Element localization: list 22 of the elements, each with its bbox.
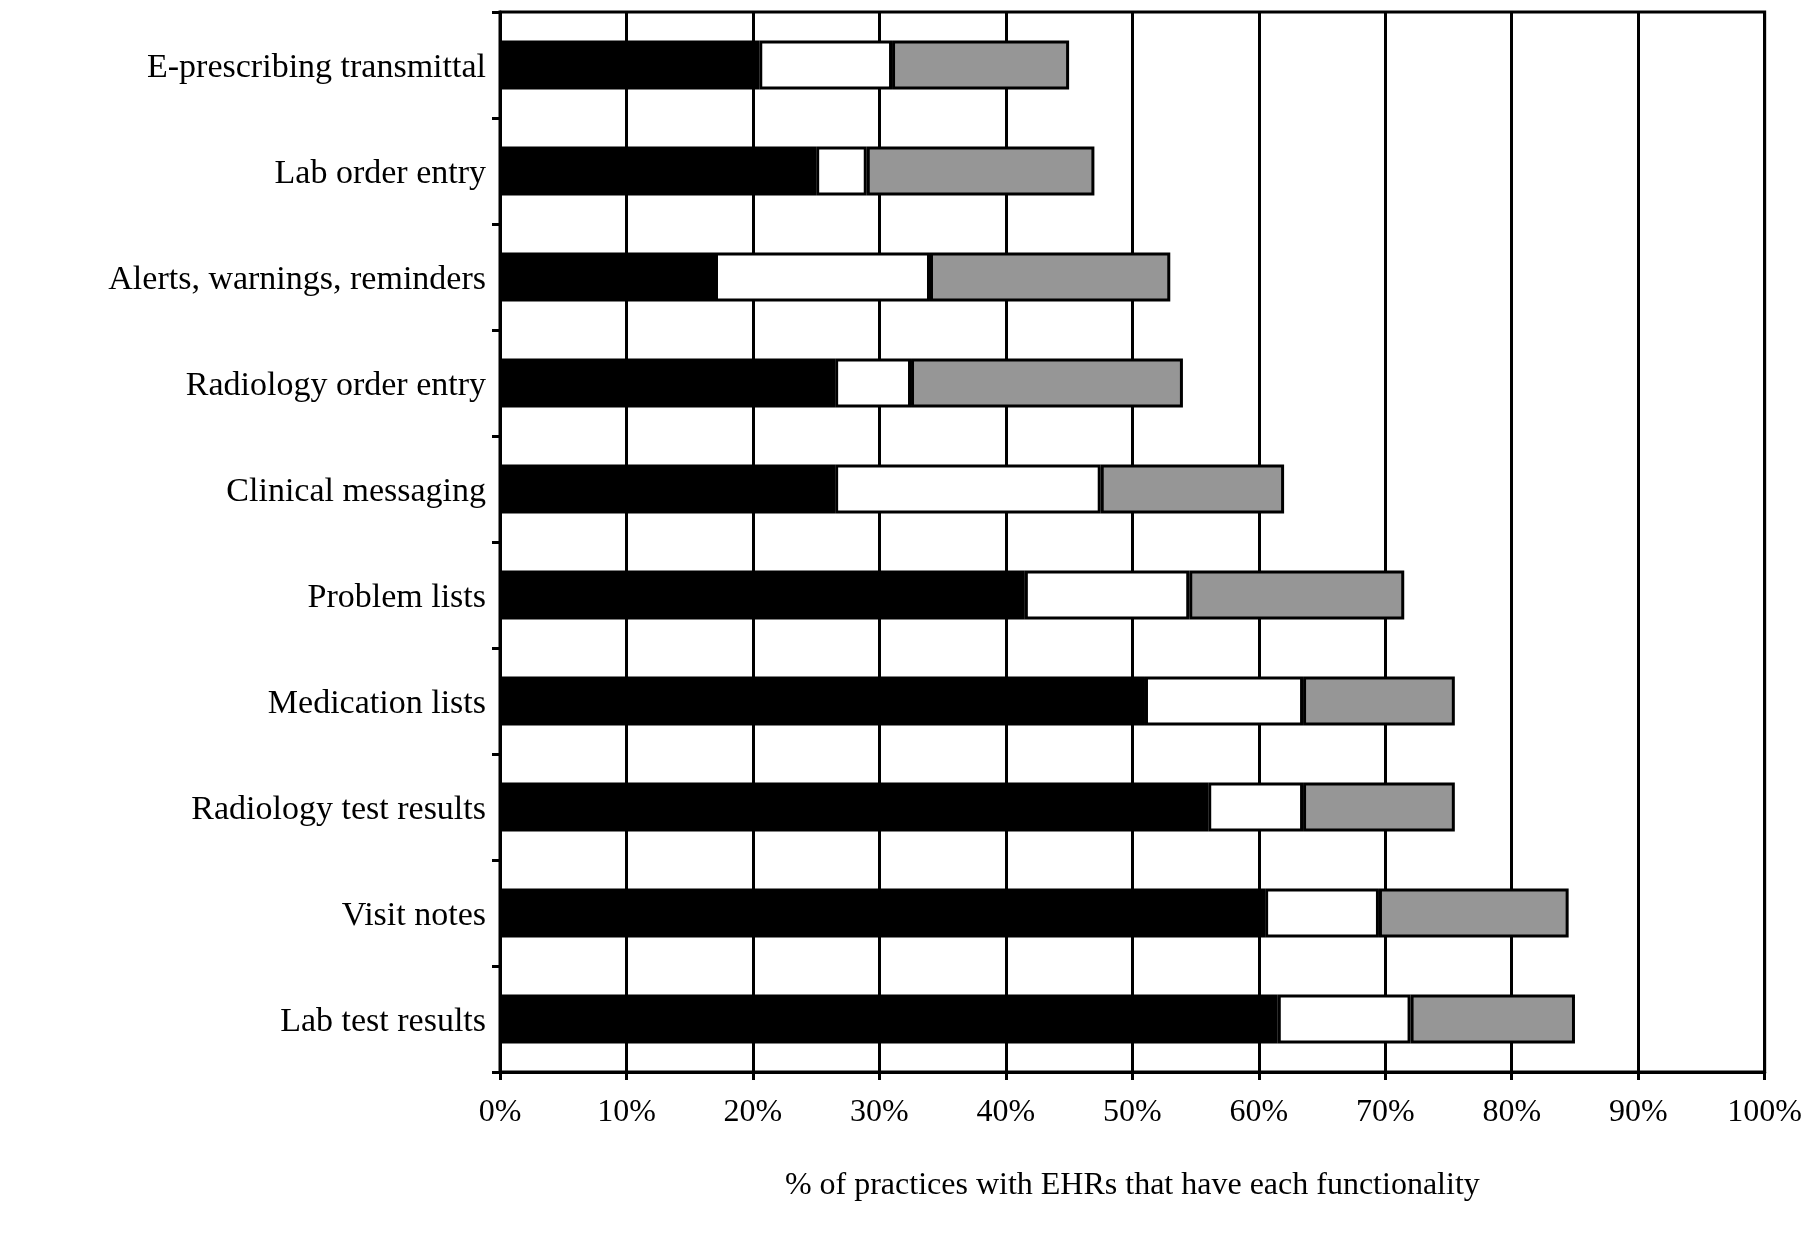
y-tick-label: Clinical messaging xyxy=(226,470,486,508)
x-tick-label: 80% xyxy=(1482,1092,1542,1128)
y-tick-label: Lab test results xyxy=(280,1000,486,1038)
x-tick-label: 50% xyxy=(1103,1092,1162,1128)
x-tick-label: 20% xyxy=(723,1092,783,1128)
y-tick-label: Medication lists xyxy=(267,682,486,720)
x-tick-label: 100% xyxy=(1727,1092,1802,1128)
x-tick-label: 70% xyxy=(1355,1092,1415,1128)
y-tick-label: E-prescribing transmittal xyxy=(147,46,486,84)
x-tick-label: 30% xyxy=(850,1092,909,1128)
y-tick-label: Alerts, warnings, reminders xyxy=(108,258,486,296)
y-tick-label: Lab order entry xyxy=(274,152,486,190)
y-tick-label: Radiology order entry xyxy=(185,364,486,402)
x-tick-label: 40% xyxy=(976,1092,1036,1128)
x-tick-label: 10% xyxy=(597,1092,656,1128)
x-tick-label: 60% xyxy=(1229,1092,1289,1128)
y-tick-label: Problem lists xyxy=(307,576,486,614)
y-tick-label: Radiology test results xyxy=(191,788,486,826)
y-tick-label: Visit notes xyxy=(341,894,486,932)
x-axis-title: % of practices with EHRs that have each functionality xyxy=(784,1165,1480,1201)
x-tick-label: 0% xyxy=(478,1092,522,1128)
x-tick-label: 90% xyxy=(1608,1092,1668,1128)
